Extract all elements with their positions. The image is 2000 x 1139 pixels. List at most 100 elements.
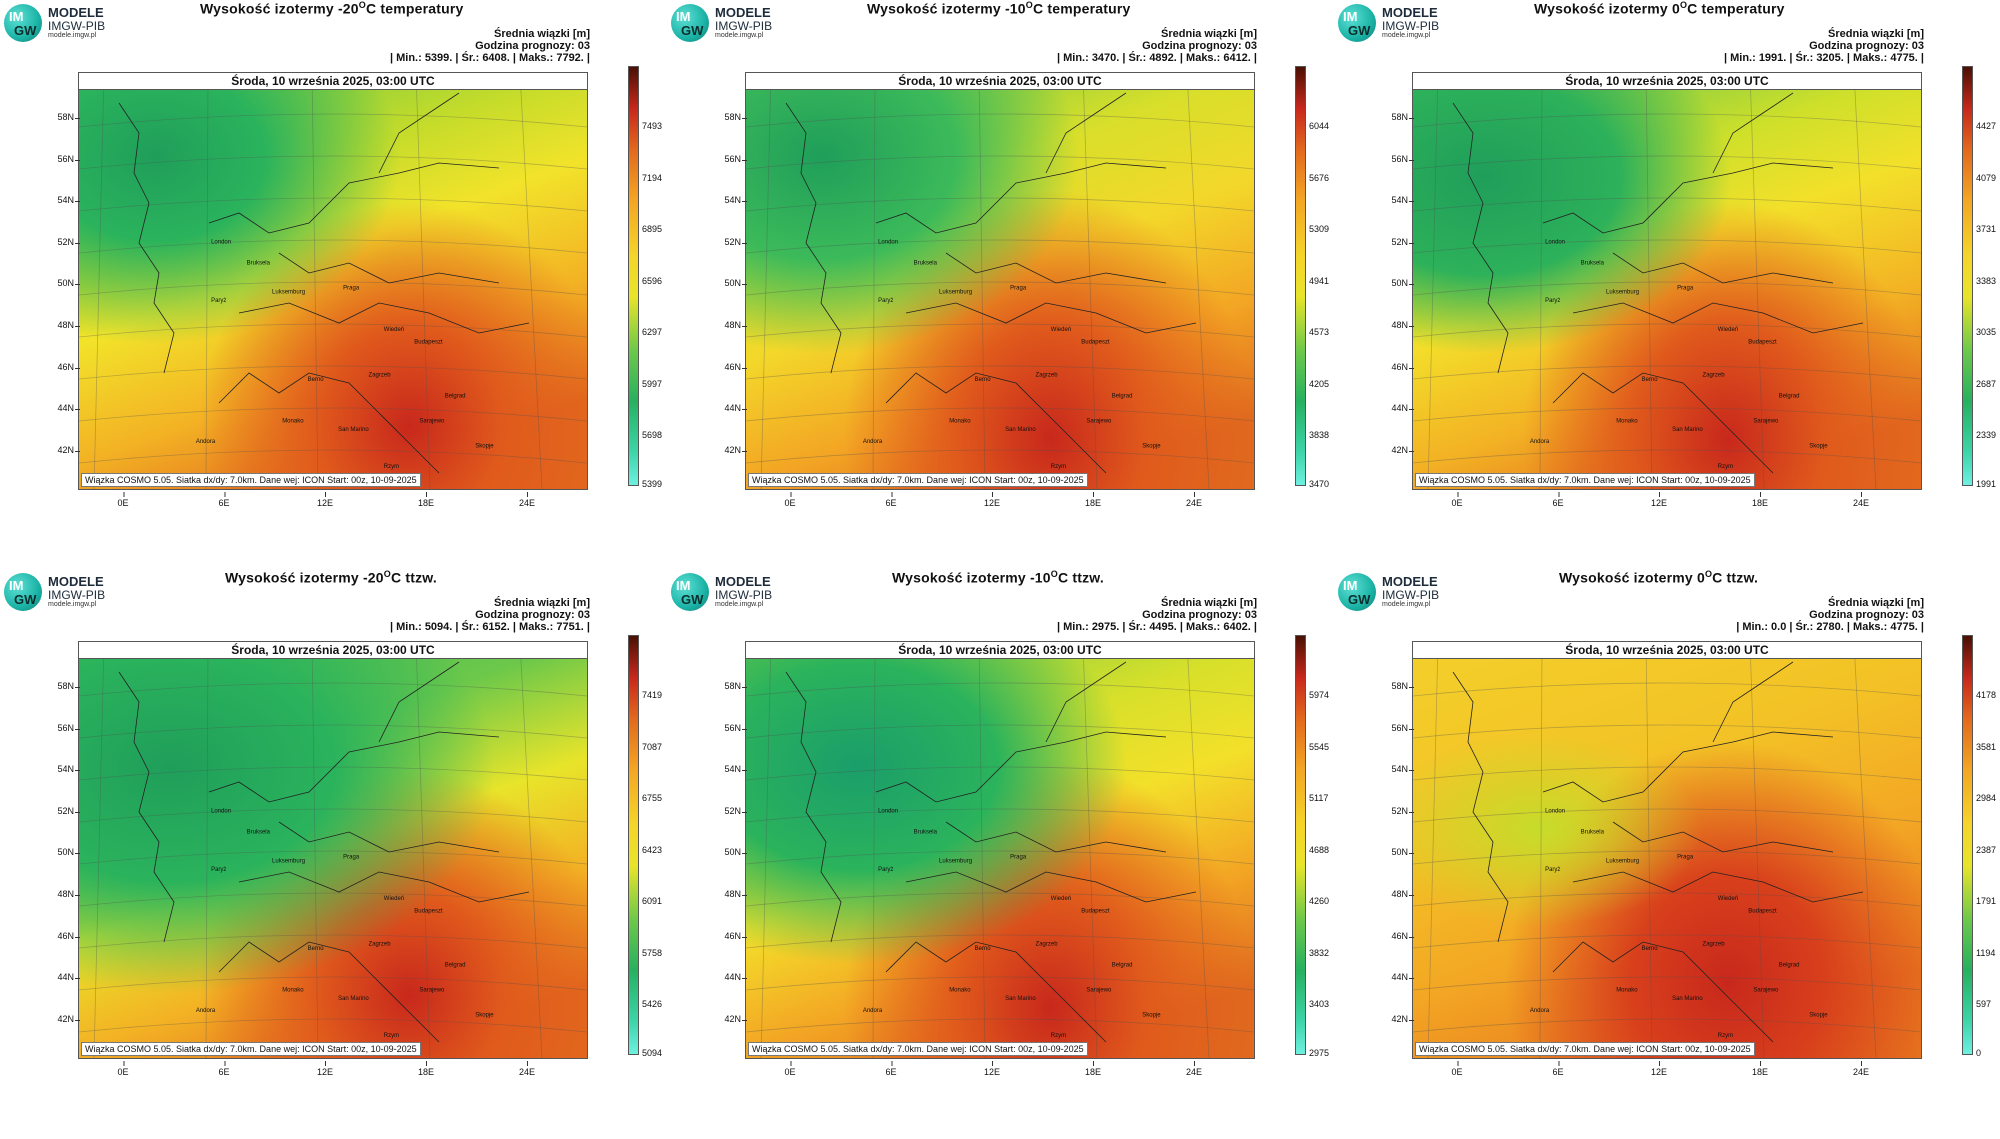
city-label: San Marino xyxy=(338,427,369,433)
longitude-line xyxy=(1853,73,1877,489)
city-label: Skopje xyxy=(1809,443,1828,449)
colorbar-tick-label: 4573 xyxy=(1309,327,1330,337)
city-label: Bruksela xyxy=(1581,829,1605,835)
latitude-tick-label: 52N xyxy=(57,805,80,816)
city-label: Paryż xyxy=(1545,867,1560,873)
city-label: London xyxy=(878,240,898,246)
longitude-tick-label: 12E xyxy=(983,492,1001,508)
latitude-line xyxy=(79,682,587,697)
map-area[interactable]: Środa, 10 września 2025, 03:00 UTC London… xyxy=(1412,72,1922,490)
longitude-line xyxy=(760,642,772,1058)
longitude-line xyxy=(1186,73,1210,489)
city-label: Budapeszt xyxy=(1081,339,1110,345)
info-mean-label: Średnia wiązki [m] xyxy=(1828,28,1924,40)
map-area[interactable]: Środa, 10 września 2025, 03:00 UTC London… xyxy=(745,641,1255,1059)
forecast-date: Środa, 10 września 2025, 03:00 UTC xyxy=(746,73,1254,90)
longitude-line xyxy=(1645,73,1653,489)
city-label: Wiedeń xyxy=(1051,896,1071,902)
city-label: Monako xyxy=(1616,987,1638,993)
imgw-logo: IM GW MODELE IMGW-PIB modele.imgw.pl xyxy=(671,573,772,611)
border-line xyxy=(1712,661,1794,743)
city-label: Rzym xyxy=(384,464,399,470)
border-line xyxy=(378,92,460,174)
city-label: Monako xyxy=(282,987,304,993)
city-label: London xyxy=(211,240,231,246)
colorbar-tick-label: 4427 xyxy=(1976,121,1997,131)
longitude-tick-label: 0E xyxy=(117,492,129,508)
border-line xyxy=(208,731,500,803)
map-overlay: London Bruksela Paryż Luksemburg Praga Wiedeń… xyxy=(746,73,1254,489)
logo-text: MODELE IMGW-PIB modele.imgw.pl xyxy=(1382,575,1439,609)
logo-line1: IM xyxy=(9,9,24,24)
latitude-tick-label: 56N xyxy=(57,722,80,733)
latitude-line xyxy=(1413,934,1921,949)
city-label: Monako xyxy=(282,418,304,424)
latitude-line xyxy=(1413,197,1921,212)
map-panel-6: IM GW MODELE IMGW-PIB modele.imgw.pl Wysokość… xyxy=(1334,569,2000,1139)
latitude-tick-label: 54N xyxy=(1391,764,1414,775)
map-area[interactable]: Środa, 10 września 2025, 03:00 UTC London… xyxy=(1412,641,1922,1059)
logo-text: MODELE IMGW-PIB modele.imgw.pl xyxy=(48,575,105,609)
colorbar-tick-label: 5094 xyxy=(642,1048,663,1058)
logo-org: IMGW-PIB xyxy=(48,587,106,602)
longitude-line xyxy=(1645,642,1653,1058)
city-label: San Marino xyxy=(1672,427,1703,433)
colorbar-tick-label: 7419 xyxy=(642,690,663,700)
map-area[interactable]: Środa, 10 września 2025, 03:00 UTC London… xyxy=(745,72,1255,490)
latitude-tick-label: 48N xyxy=(1391,320,1414,330)
city-label: Luksemburg xyxy=(1606,289,1639,295)
logo-circle-icon: IM GW xyxy=(4,4,42,42)
logo-line2: GW xyxy=(14,592,37,607)
latitude-line xyxy=(79,155,587,170)
latitude-axis: 58N 56N 54N 52N 50N 48N 46N 44N 42N xyxy=(38,72,80,490)
latitude-tick-label: 48N xyxy=(1391,889,1414,899)
map-title: Wysokość izotermy 0OC ttzw. xyxy=(1559,569,1758,586)
logo-name: MODELE xyxy=(715,574,771,590)
border-line xyxy=(905,871,1197,903)
map-area[interactable]: Środa, 10 września 2025, 03:00 UTC London… xyxy=(78,641,588,1059)
latitude-tick-label: 42N xyxy=(57,1013,80,1024)
map-title: Wysokość izotermy -20OC temperatury xyxy=(200,0,464,17)
city-label: Andora xyxy=(863,1008,883,1014)
latitude-line xyxy=(79,281,587,296)
logo-text: MODELE IMGW-PIB modele.imgw.pl xyxy=(715,6,772,40)
longitude-tick-label: 6E xyxy=(885,492,897,508)
longitude-tick-label: 0E xyxy=(1451,1061,1463,1077)
city-label: Zagrzeb xyxy=(369,942,392,948)
colorbar-tick-label: 6596 xyxy=(642,275,663,286)
city-label: Berno xyxy=(308,946,325,952)
city-label: Zagrzeb xyxy=(369,373,392,379)
city-label: Rzym xyxy=(1718,1033,1733,1039)
city-label: Bruksela xyxy=(914,260,938,266)
logo-url: modele.imgw.pl xyxy=(48,601,97,609)
city-label: San Marino xyxy=(1672,996,1703,1002)
latitude-tick-label: 58N xyxy=(57,681,80,691)
imgw-logo: IM GW MODELE IMGW-PIB modele.imgw.pl xyxy=(1338,573,1439,611)
city-label: Luksemburg xyxy=(1606,858,1639,864)
colorbar xyxy=(1962,635,1973,1055)
city-label: Luksemburg xyxy=(272,289,305,295)
logo-url: modele.imgw.pl xyxy=(715,32,764,40)
latitude-line xyxy=(1413,365,1921,380)
longitude-tick-label: 24E xyxy=(1852,492,1870,508)
latitude-line xyxy=(746,155,1254,170)
title-main: Wysokość izotermy -20 xyxy=(200,0,359,17)
latitude-line xyxy=(79,808,587,823)
map-panel-3: IM GW MODELE IMGW-PIB modele.imgw.pl Wysokość… xyxy=(1334,0,2000,570)
colorbar-tick-label: 5309 xyxy=(1309,224,1330,234)
city-label: Skopje xyxy=(1142,443,1161,449)
latitude-tick-label: 54N xyxy=(57,764,80,775)
border-line xyxy=(1542,731,1834,803)
latitude-line xyxy=(1413,449,1921,464)
latitude-line xyxy=(746,365,1254,380)
logo-line2: GW xyxy=(681,592,704,607)
logo-line2: GW xyxy=(681,23,704,38)
map-title: Wysokość izotermy -10OC temperatury xyxy=(867,0,1131,17)
title-degree: O xyxy=(1704,569,1713,579)
map-area[interactable]: Środa, 10 września 2025, 03:00 UTC London… xyxy=(78,72,588,490)
longitude-axis: 0E 6E 12E 18E 24E xyxy=(745,1061,1255,1081)
city-label: Skopje xyxy=(1142,1012,1161,1018)
border-line xyxy=(238,302,530,334)
city-label: Bruksela xyxy=(1581,260,1605,266)
latitude-line xyxy=(1413,766,1921,781)
